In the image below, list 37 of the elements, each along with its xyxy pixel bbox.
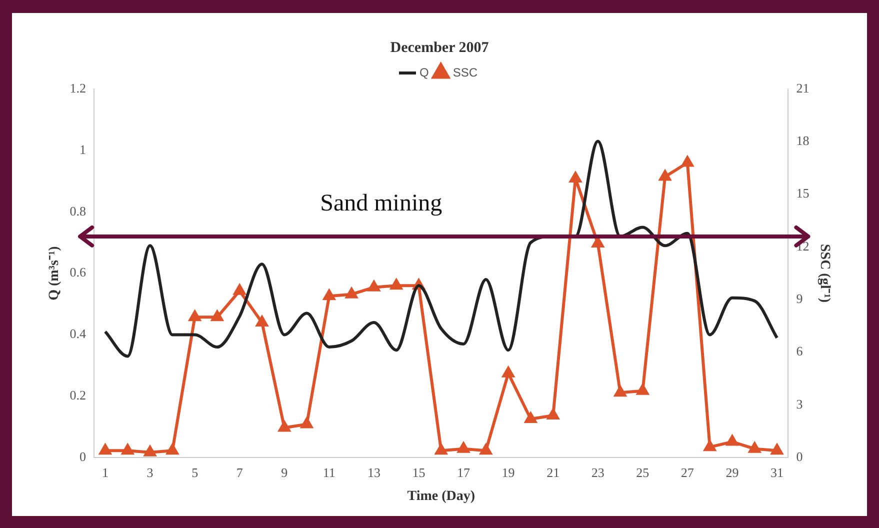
ref-line-label: Sand mining [320, 190, 442, 217]
x-tick-label: 27 [680, 464, 694, 480]
y2-tick-label: 0 [796, 449, 803, 464]
y2-tick-label: 6 [796, 344, 804, 359]
x-tick-label: 31 [770, 464, 784, 480]
y2-tick-label: 21 [796, 80, 810, 96]
legend-label: SSC [452, 65, 478, 80]
y-tick-label: 0.6 [70, 264, 87, 280]
legend-label: Q [419, 65, 429, 80]
x-tick-label: 19 [502, 464, 515, 480]
x-tick-label: 5 [192, 464, 198, 480]
y-tick-label: 0.8 [70, 203, 86, 218]
y2-tick-label: 15 [796, 186, 810, 201]
x-axis-title: Time (Day) [407, 489, 476, 504]
y2-tick-label: 18 [796, 133, 810, 148]
x-tick-label: 3 [146, 464, 154, 480]
y2-tick-label: 9 [796, 291, 803, 306]
y2-tick-label: 3 [796, 396, 803, 412]
x-tick-label: 9 [281, 464, 288, 480]
x-tick-label: 15 [412, 464, 426, 480]
x-tick-label: 1 [102, 464, 108, 480]
x-tick-label: 25 [636, 464, 650, 480]
x-tick-label: 11 [322, 464, 336, 480]
x-tick-label: 7 [236, 464, 244, 480]
x-tick-label: 17 [457, 464, 471, 480]
y-axis-title: Q (m³s⁻¹) [47, 246, 62, 300]
y-tick-label: 0 [80, 449, 86, 464]
y-tick-label: 1 [80, 142, 86, 157]
y-tick-label: 0.2 [70, 388, 86, 403]
y-tick-label: 0.4 [70, 326, 87, 342]
chart-title: December 2007 [390, 40, 490, 56]
y-tick-label: 1.2 [70, 80, 86, 96]
y2-axis-title: SSC (gl⁻¹) [816, 244, 832, 303]
x-tick-label: 23 [591, 464, 604, 480]
x-tick-label: 29 [726, 464, 739, 480]
x-tick-label: 21 [546, 464, 560, 480]
x-tick-label: 13 [367, 464, 380, 480]
